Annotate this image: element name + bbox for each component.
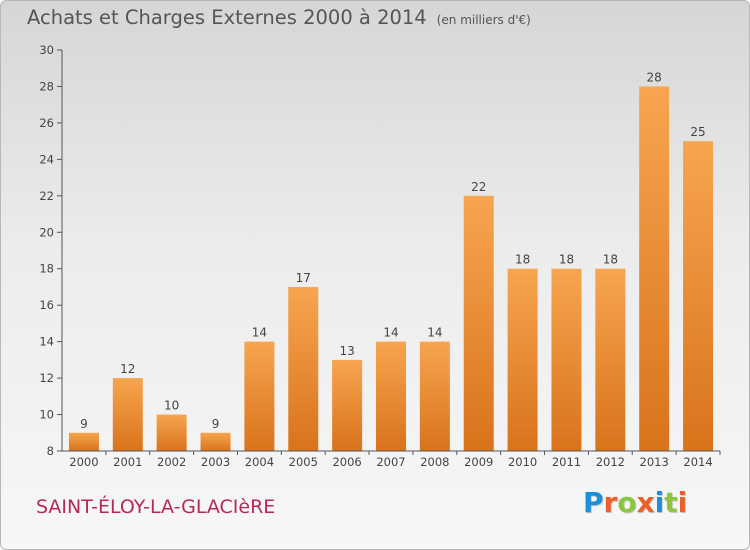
bar-2002 — [156, 414, 187, 451]
data-label-2004: 14 — [252, 326, 267, 340]
y-tick-label: 26 — [39, 116, 54, 130]
data-label-2003: 9 — [212, 417, 220, 431]
data-label-2010: 18 — [515, 253, 530, 267]
data-label-2005: 17 — [296, 271, 311, 285]
chart-title-block: Achats et Charges Externes 2000 à 2014 (e… — [27, 6, 531, 29]
data-label-2001: 12 — [120, 362, 135, 376]
logo-letter: r — [603, 486, 618, 519]
data-label-2000: 9 — [80, 417, 88, 431]
chart-subtitle: (en milliers d'€) — [436, 13, 531, 27]
x-tick-label: 2010 — [508, 455, 537, 469]
city-name: SAINT-ÉLOY-LA-GLACIèRE — [36, 496, 276, 518]
axes-group: 2000 2001 2002 2003 2004 2005 2006 2007 2008 2009… — [39, 43, 721, 469]
chart-title: Achats et Charges Externes 2000 à 2014 — [27, 6, 427, 29]
bar-2012 — [595, 268, 626, 451]
bar-2003 — [200, 432, 231, 451]
data-label-2006: 13 — [339, 344, 354, 358]
bar-2008 — [419, 341, 450, 451]
data-label-2007: 14 — [383, 326, 398, 340]
y-tick-label: 14 — [39, 335, 54, 349]
y-tick-label: 8 — [47, 444, 54, 458]
data-label-2002: 10 — [164, 399, 179, 413]
bar-2001 — [112, 378, 143, 451]
proxiti-logo[interactable]: Proxiti — [583, 486, 687, 519]
x-tick-label: 2009 — [464, 455, 493, 469]
x-tick-label: 2014 — [683, 455, 712, 469]
data-label-2009: 22 — [471, 180, 486, 194]
y-tick-label: 22 — [39, 189, 54, 203]
x-tick-label: 2008 — [420, 455, 449, 469]
logo-letter: i — [677, 486, 688, 519]
bar-2005 — [288, 286, 319, 451]
bar-2004 — [244, 341, 275, 451]
bar-2011 — [551, 268, 582, 451]
bar-2013 — [639, 86, 670, 452]
y-tick-label: 18 — [39, 262, 54, 276]
y-tick-label: 12 — [39, 371, 54, 385]
bar-2000 — [68, 432, 99, 451]
bars-group: 9 12 10 9 14 17 13 14 14 22 18 18 18 28 25 — [68, 70, 714, 452]
data-label-2012: 18 — [603, 253, 618, 267]
x-tick-label: 2000 — [69, 455, 98, 469]
y-tick-label: 24 — [39, 152, 54, 166]
y-tick-label: 28 — [39, 79, 54, 93]
y-tick-label: 20 — [39, 225, 54, 239]
data-label-2014: 25 — [690, 125, 705, 139]
x-tick-label: 2003 — [201, 455, 230, 469]
logo-letter: x — [636, 486, 655, 519]
data-label-2011: 18 — [559, 253, 574, 267]
x-tick-label: 2005 — [289, 455, 318, 469]
x-tick-label: 2012 — [596, 455, 625, 469]
bar-2010 — [507, 268, 538, 451]
x-tick-label: 2011 — [552, 455, 581, 469]
x-tick-label: 2004 — [245, 455, 274, 469]
logo-letter: P — [583, 486, 604, 519]
bar-2007 — [376, 341, 406, 451]
x-tick-label: 2007 — [376, 455, 405, 469]
y-tick-label: 30 — [39, 43, 54, 57]
logo-letter: i — [654, 486, 665, 519]
y-tick-label: 10 — [39, 408, 54, 422]
logo-letter: t — [664, 486, 678, 519]
y-tick-label: 16 — [39, 298, 54, 312]
x-tick-label: 2013 — [640, 455, 669, 469]
bar-2009 — [463, 195, 494, 451]
x-tick-label: 2006 — [332, 455, 361, 469]
x-tick-label: 2002 — [157, 455, 186, 469]
data-label-2013: 28 — [647, 70, 662, 84]
x-tick-label: 2001 — [113, 455, 142, 469]
logo-letter: o — [617, 486, 637, 519]
bar-2006 — [332, 359, 363, 451]
bar-2014 — [683, 141, 714, 452]
data-label-2008: 14 — [427, 326, 442, 340]
